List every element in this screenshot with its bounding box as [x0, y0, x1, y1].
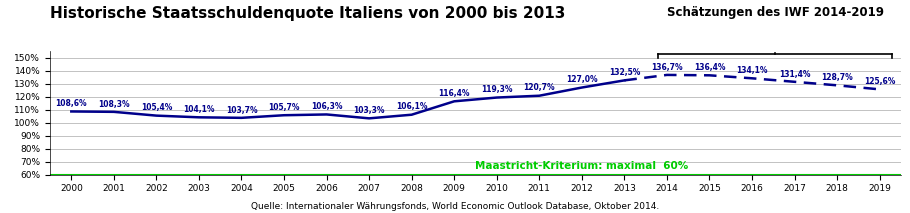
Text: 105,7%: 105,7% [268, 103, 299, 112]
Text: 103,7%: 103,7% [226, 106, 258, 115]
Text: Quelle: Internationaler Währungsfonds, World Economic Outlook Database, Oktober : Quelle: Internationaler Währungsfonds, W… [251, 202, 659, 211]
Text: 132,5%: 132,5% [609, 68, 640, 77]
Text: 108,3%: 108,3% [98, 100, 130, 109]
Text: Maastricht-Kriterium: maximal  60%: Maastricht-Kriterium: maximal 60% [476, 161, 689, 171]
Text: 106,3%: 106,3% [311, 102, 342, 111]
Text: Historische Staatsschuldenquote Italiens von 2000 bis 2013: Historische Staatsschuldenquote Italiens… [50, 6, 565, 21]
Text: 105,4%: 105,4% [141, 103, 172, 112]
Text: Schätzungen des IWF 2014-2019: Schätzungen des IWF 2014-2019 [667, 6, 884, 19]
Text: 128,7%: 128,7% [821, 73, 853, 82]
Text: 108,6%: 108,6% [56, 99, 87, 108]
Text: 119,3%: 119,3% [481, 85, 512, 94]
Text: 106,1%: 106,1% [396, 102, 428, 111]
Text: 131,4%: 131,4% [779, 70, 810, 79]
Text: 136,7%: 136,7% [651, 63, 682, 72]
Text: 120,7%: 120,7% [523, 83, 555, 92]
Text: 104,1%: 104,1% [183, 105, 215, 114]
Text: 103,3%: 103,3% [353, 106, 385, 115]
Text: 134,1%: 134,1% [736, 66, 768, 75]
Text: 127,0%: 127,0% [566, 75, 598, 84]
Text: 136,4%: 136,4% [693, 63, 725, 72]
Text: 116,4%: 116,4% [439, 89, 470, 98]
Text: 125,6%: 125,6% [864, 77, 895, 86]
